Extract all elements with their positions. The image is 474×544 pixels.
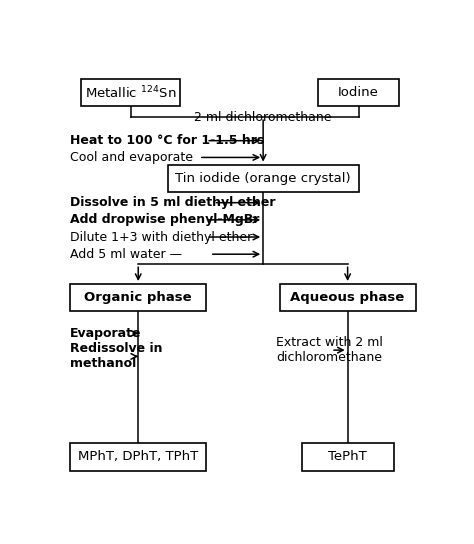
- Bar: [82, 79, 181, 106]
- Text: Add dropwise phenyl-MgBr: Add dropwise phenyl-MgBr: [70, 213, 259, 226]
- Text: MPhT, DPhT, TPhT: MPhT, DPhT, TPhT: [78, 450, 198, 463]
- Text: Dilute 1+3 with diethyl ether: Dilute 1+3 with diethyl ether: [70, 231, 252, 244]
- Bar: [318, 79, 399, 106]
- Text: Tin iodide (orange crystal): Tin iodide (orange crystal): [175, 172, 351, 185]
- Bar: [168, 165, 359, 192]
- Bar: [70, 443, 206, 471]
- Text: TePhT: TePhT: [328, 450, 367, 463]
- Text: Redissolve in
methanol: Redissolve in methanol: [70, 342, 162, 370]
- Text: Heat to 100 °C for 1-1.5 hrs: Heat to 100 °C for 1-1.5 hrs: [70, 134, 264, 147]
- Text: Evaporate: Evaporate: [70, 327, 141, 340]
- Text: 2 ml dichloromethane: 2 ml dichloromethane: [194, 111, 332, 123]
- Text: Cool and evaporate: Cool and evaporate: [70, 151, 192, 164]
- Bar: [280, 284, 416, 311]
- Text: Add 5 ml water —: Add 5 ml water —: [70, 248, 182, 261]
- Text: Metallic $^{124}$Sn: Metallic $^{124}$Sn: [85, 84, 177, 101]
- Text: Dissolve in 5 ml diethyl ether: Dissolve in 5 ml diethyl ether: [70, 196, 275, 209]
- Text: Aqueous phase: Aqueous phase: [291, 291, 405, 304]
- Bar: [70, 284, 206, 311]
- Text: Extract with 2 ml
dichloromethane: Extract with 2 ml dichloromethane: [276, 336, 383, 364]
- Text: Organic phase: Organic phase: [84, 291, 192, 304]
- Text: Iodine: Iodine: [338, 86, 379, 99]
- Bar: [301, 443, 393, 471]
